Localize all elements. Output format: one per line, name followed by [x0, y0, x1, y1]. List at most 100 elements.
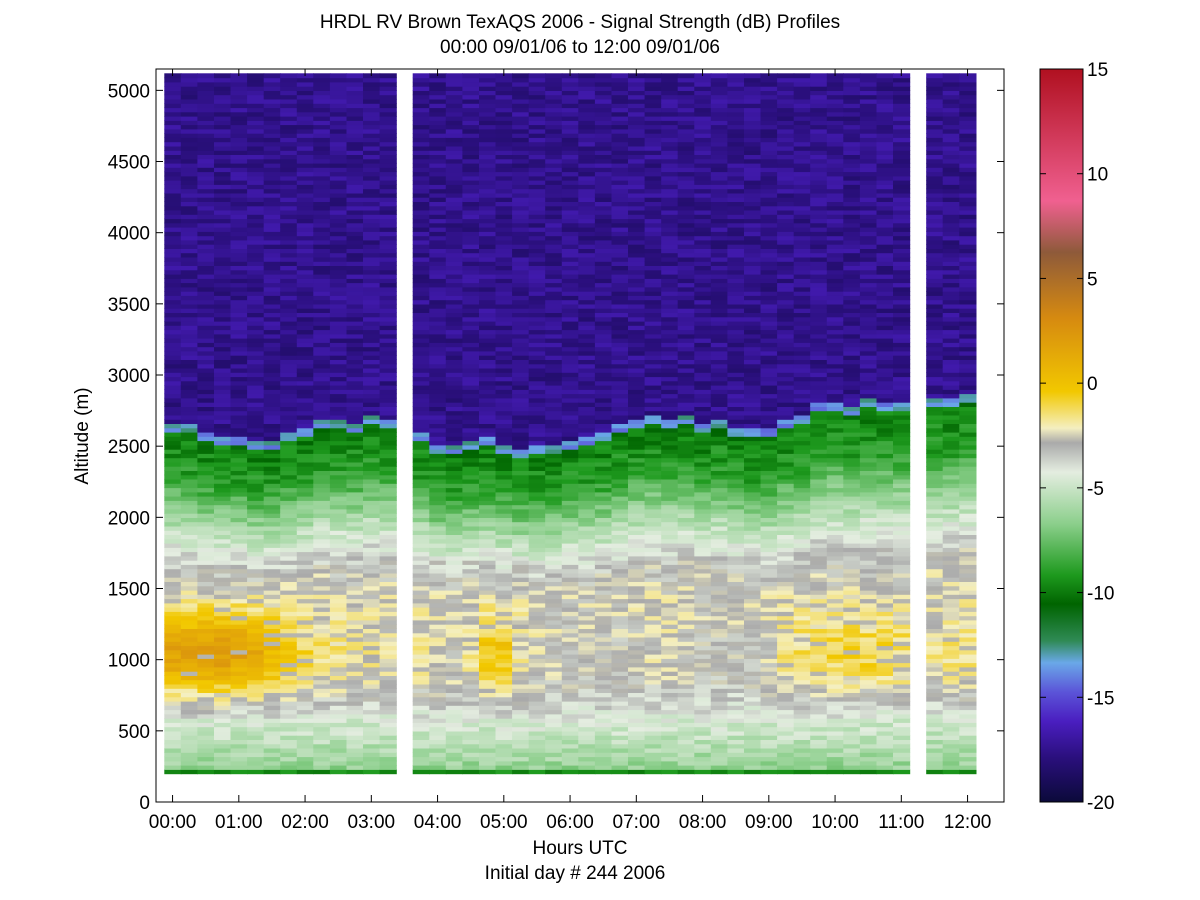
heatmap-cell	[313, 342, 331, 348]
heatmap-cell	[346, 256, 364, 262]
heatmap-cell	[197, 457, 215, 463]
heatmap-cell	[462, 679, 480, 685]
heatmap-cell	[346, 436, 364, 442]
heatmap-cell	[429, 295, 447, 301]
heatmap-cell	[164, 466, 182, 471]
heatmap-cell	[180, 572, 198, 578]
heatmap-cell	[495, 662, 513, 668]
heatmap-cell	[644, 521, 662, 527]
heatmap-cell	[512, 747, 530, 753]
heatmap-cell	[296, 649, 314, 655]
heatmap-cell	[462, 628, 480, 634]
heatmap-cell	[164, 320, 182, 326]
heatmap-cell	[363, 111, 381, 117]
heatmap-cell	[594, 162, 613, 168]
heatmap-cell	[462, 188, 480, 194]
heatmap-cell	[495, 222, 513, 228]
heatmap-cell	[561, 98, 579, 104]
heatmap-cell	[578, 645, 596, 651]
heatmap-cell	[412, 235, 430, 241]
heatmap-cell	[628, 530, 646, 535]
heatmap-cell	[661, 201, 679, 207]
heatmap-cell	[329, 675, 348, 681]
heatmap-cell	[379, 158, 397, 164]
heatmap-cell	[247, 675, 265, 681]
heatmap-cell	[197, 103, 215, 109]
heatmap-cell	[611, 180, 629, 185]
heatmap-cell	[263, 218, 281, 224]
heatmap-cell	[545, 513, 563, 518]
heatmap-cell	[263, 197, 281, 202]
heatmap-cell	[611, 414, 629, 420]
heatmap-cell	[445, 427, 463, 433]
heatmap-cell	[545, 632, 563, 638]
heatmap-cell	[628, 752, 646, 758]
heatmap-cell	[379, 671, 397, 676]
heatmap-cell	[197, 461, 215, 467]
heatmap-cell	[197, 376, 215, 382]
heatmap-cell	[180, 141, 198, 147]
heatmap-cell	[512, 286, 530, 292]
heatmap-cell	[379, 107, 397, 113]
heatmap-cell	[296, 636, 314, 642]
heatmap-cell	[611, 303, 629, 309]
heatmap-cell	[346, 649, 364, 655]
heatmap-cell	[445, 521, 463, 527]
heatmap-cell	[611, 286, 629, 292]
heatmap-cell	[247, 752, 265, 758]
heatmap-cell	[412, 662, 430, 668]
heatmap-cell	[180, 466, 198, 471]
heatmap-cell	[429, 372, 447, 378]
heatmap-cell	[296, 594, 314, 600]
heatmap-cell	[346, 350, 364, 356]
heatmap-cell	[429, 662, 447, 668]
heatmap-cell	[512, 338, 530, 343]
heatmap-cell	[578, 671, 596, 676]
heatmap-cell	[346, 299, 364, 305]
heatmap-cell	[412, 385, 430, 390]
heatmap-cell	[528, 525, 546, 531]
heatmap-cell	[644, 162, 662, 168]
heatmap-cell	[197, 572, 215, 578]
heatmap-cell	[611, 184, 629, 190]
heatmap-cell	[197, 201, 215, 207]
heatmap-cell	[578, 406, 596, 412]
heatmap-cell	[594, 355, 613, 360]
heatmap-cell	[429, 346, 447, 352]
heatmap-cell	[429, 116, 447, 121]
heatmap-cell	[445, 470, 463, 476]
heatmap-cell	[329, 564, 348, 570]
heatmap-cell	[214, 81, 232, 87]
heatmap-cell	[479, 184, 497, 190]
heatmap-cell	[628, 765, 646, 770]
heatmap-cell	[677, 713, 695, 719]
heatmap-cell	[346, 107, 364, 113]
heatmap-cell	[197, 645, 215, 651]
heatmap-cell	[462, 662, 480, 668]
heatmap-cell	[561, 209, 579, 215]
heatmap-cell	[363, 598, 381, 604]
heatmap-cell	[462, 568, 480, 574]
heatmap-cell	[528, 303, 546, 309]
heatmap-cell	[363, 534, 381, 540]
heatmap-cell	[346, 440, 364, 446]
heatmap-cell	[429, 363, 447, 369]
heatmap-cell	[230, 77, 248, 83]
heatmap-cell	[462, 534, 480, 540]
heatmap-cell	[280, 504, 298, 510]
heatmap-cell	[329, 86, 348, 91]
heatmap-cell	[197, 222, 215, 228]
heatmap-cell	[263, 167, 281, 173]
heatmap-cell	[363, 248, 381, 254]
heatmap-cell	[412, 718, 430, 723]
heatmap-cell	[578, 286, 596, 292]
heatmap-cell	[346, 538, 364, 544]
heatmap-cell	[230, 577, 248, 582]
heatmap-cell	[296, 713, 314, 719]
heatmap-cell	[611, 534, 629, 540]
heatmap-cell	[628, 491, 646, 497]
heatmap-cell	[661, 461, 679, 467]
heatmap-cell	[644, 461, 662, 467]
heatmap-cell	[429, 214, 447, 220]
heatmap-cell	[445, 431, 463, 437]
